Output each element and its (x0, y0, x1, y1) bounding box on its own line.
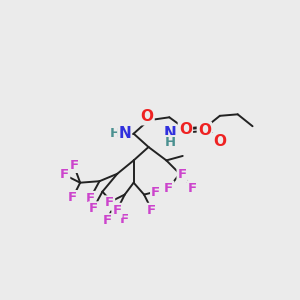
Text: F: F (178, 168, 187, 181)
Text: F: F (120, 213, 129, 226)
Text: F: F (60, 168, 69, 181)
Text: F: F (164, 182, 173, 194)
Text: F: F (147, 204, 156, 217)
Text: O: O (213, 134, 226, 148)
Text: F: F (151, 186, 160, 199)
Text: H: H (164, 136, 175, 149)
Text: F: F (112, 204, 122, 217)
Text: F: F (68, 191, 77, 204)
Text: N: N (118, 127, 131, 142)
Text: F: F (188, 182, 197, 194)
Text: N: N (164, 127, 176, 142)
Text: H: H (110, 128, 121, 140)
Text: O: O (198, 123, 211, 138)
Text: O: O (179, 122, 192, 137)
Text: F: F (86, 192, 95, 205)
Text: F: F (70, 159, 79, 172)
Text: F: F (105, 196, 114, 209)
Text: O: O (140, 109, 154, 124)
Text: F: F (89, 202, 98, 215)
Text: F: F (102, 214, 112, 227)
